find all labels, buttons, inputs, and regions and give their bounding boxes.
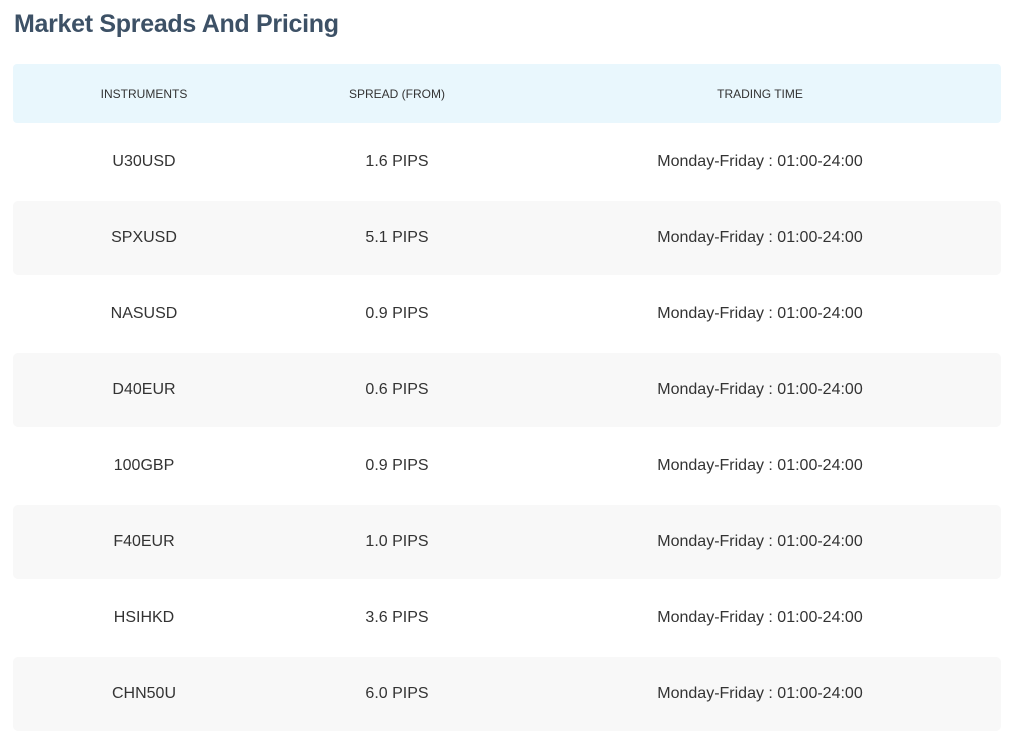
spread-cell: 1.6 PIPS: [365, 153, 429, 170]
spread-cell: 3.6 PIPS: [365, 609, 429, 626]
trading-time-cell: Monday-Friday : 01:00-24:00: [657, 381, 863, 398]
table-row: F40EUR 1.0 PIPS Monday-Friday : 01:00-24:0…: [13, 505, 1001, 579]
spread-cell: 1.0 PIPS: [365, 533, 429, 550]
trading-time-cell: Monday-Friday : 01:00-24:00: [657, 457, 863, 474]
header-spread: SPREAD (FROM): [349, 86, 445, 101]
instrument-cell: F40EUR: [113, 533, 175, 550]
header-instruments: INSTRUMENTS: [100, 86, 188, 101]
instrument-cell: U30USD: [112, 153, 176, 170]
header-trading-time: TRADING TIME: [717, 86, 803, 101]
table-row: SPXUSD 5.1 PIPS Monday-Friday : 01:00-24:0…: [13, 201, 1001, 275]
table-row: NASUSD 0.9 PIPS Monday-Friday : 01:00-24:0…: [13, 277, 1001, 351]
table-header: INSTRUMENTS SPREAD (FROM) TRADING TIME: [13, 64, 1001, 123]
table-row: HSIHKD 3.6 PIPS Monday-Friday : 01:00-24:0…: [13, 581, 1001, 655]
trading-time-cell: Monday-Friday : 01:00-24:00: [657, 685, 863, 702]
spread-cell: 6.0 PIPS: [365, 685, 429, 702]
instrument-cell: CHN50U: [111, 685, 176, 702]
page-title: Market Spreads And Pricing: [14, 10, 339, 38]
spread-cell: 0.9 PIPS: [365, 457, 429, 474]
spread-cell: 0.9 PIPS: [365, 305, 429, 322]
table-row: D40EUR 0.6 PIPS Monday-Friday : 01:00-24:0…: [13, 353, 1001, 427]
spread-cell: 5.1 PIPS: [365, 229, 429, 246]
table-row: U30USD 1.6 PIPS Monday-Friday : 01:00-24:0…: [13, 125, 1001, 199]
spreads-table: INSTRUMENTS SPREAD (FROM) TRADING TIME U…: [13, 64, 1001, 731]
instrument-cell: HSIHKD: [113, 609, 175, 626]
trading-time-cell: Monday-Friday : 01:00-24:00: [657, 533, 863, 550]
instrument-cell: NASUSD: [110, 305, 178, 322]
instrument-cell: SPXUSD: [111, 229, 177, 246]
trading-time-cell: Monday-Friday : 01:00-24:00: [657, 153, 863, 170]
spread-cell: 0.6 PIPS: [365, 381, 429, 398]
instrument-cell: D40EUR: [112, 381, 176, 398]
trading-time-cell: Monday-Friday : 01:00-24:00: [657, 229, 863, 246]
table-row: CHN50U 6.0 PIPS Monday-Friday : 01:00-24:0…: [13, 657, 1001, 731]
instrument-cell: 100GBP: [113, 457, 175, 474]
trading-time-cell: Monday-Friday : 01:00-24:00: [657, 609, 863, 626]
table-row: 100GBP 0.9 PIPS Monday-Friday : 01:00-24:0…: [13, 429, 1001, 503]
trading-time-cell: Monday-Friday : 01:00-24:00: [657, 305, 863, 322]
